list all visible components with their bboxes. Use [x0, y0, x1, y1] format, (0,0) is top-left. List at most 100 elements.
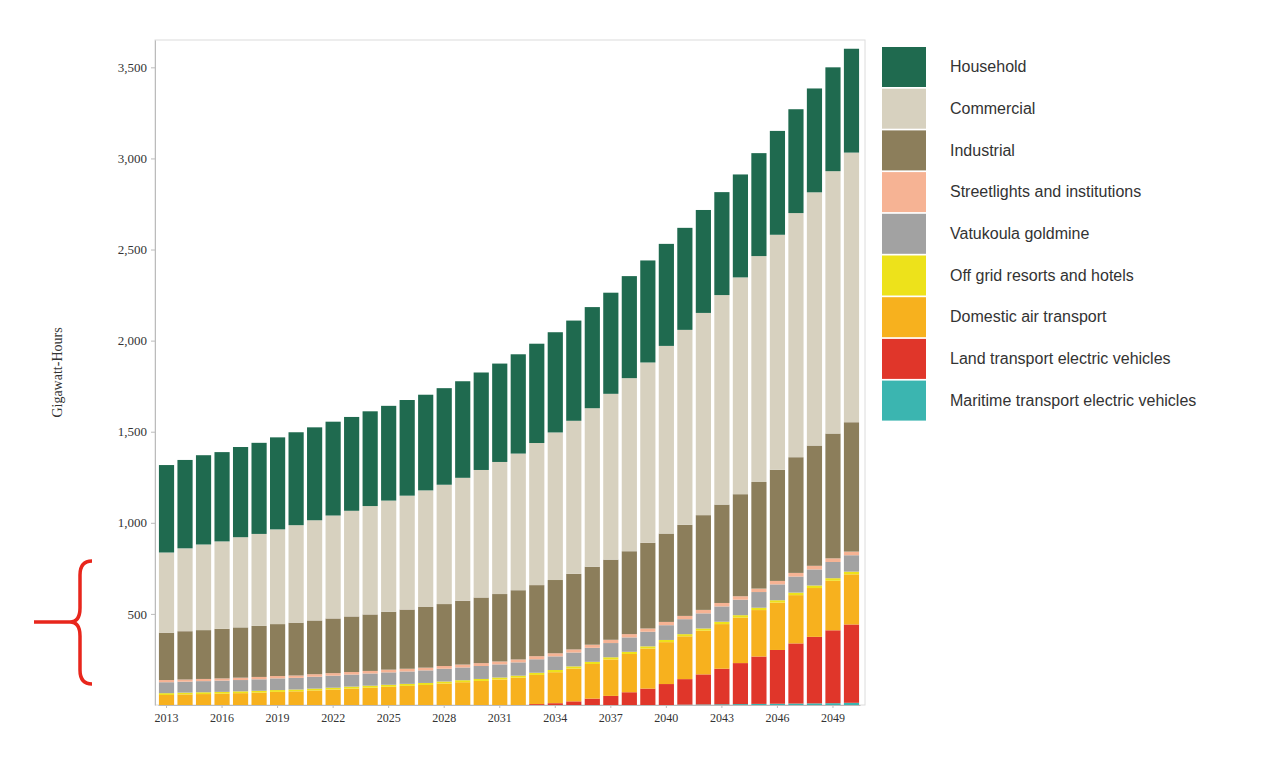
bar-segment: [381, 501, 396, 612]
bar-segment: [788, 109, 803, 213]
bar-segment: [344, 689, 359, 705]
bar-segment: [788, 573, 803, 577]
bar-segment: [696, 610, 711, 613]
bar-segment: [788, 457, 803, 573]
bar-segment: [529, 659, 544, 672]
tick-label: 2022: [321, 711, 345, 725]
bar-segment: [844, 574, 859, 624]
tick-label: 2034: [543, 711, 567, 725]
tick-mark: [151, 614, 155, 615]
bar-segment: [400, 686, 415, 705]
bar-segment: [788, 643, 803, 703]
bar-segment: [455, 478, 470, 601]
bar-segment: [807, 588, 822, 637]
bar-segment: [733, 174, 748, 277]
tick: 2016: [210, 705, 234, 725]
bar-segment: [289, 623, 304, 676]
bar-segment: [177, 631, 192, 679]
bar-segment: [177, 460, 192, 548]
bar-segment: [807, 88, 822, 192]
bar-segment: [622, 551, 637, 634]
legend-swatch: [882, 47, 926, 87]
bar-segment: [529, 585, 544, 656]
bar-segment: [418, 685, 433, 705]
bar-segment: [492, 664, 507, 677]
bar-segment: [640, 632, 655, 647]
bar-segment: [659, 346, 674, 534]
bar-segment: [196, 630, 211, 679]
bar-segment: [696, 628, 711, 630]
bar-segment: [603, 560, 618, 640]
bar-segment: [400, 496, 415, 610]
bar-segment: [659, 625, 674, 640]
tick-label: 2043: [710, 711, 734, 725]
bar-segment: [548, 580, 563, 653]
bar-segment: [566, 574, 581, 650]
legend-swatch: [882, 130, 926, 170]
tick: 2019: [266, 705, 290, 725]
bar-segment: [733, 615, 748, 617]
bar-segment: [196, 681, 211, 692]
bar-segment: [548, 653, 563, 656]
bar-segment: [363, 506, 378, 614]
bar-segment: [548, 332, 563, 432]
bar-segment: [177, 548, 192, 631]
x-axis: 2013201620192022202520282031203420372040…: [155, 705, 861, 725]
tick-mark: [499, 705, 500, 708]
bar-segment: [566, 666, 581, 668]
bar-segment: [381, 685, 396, 687]
bar-segment: [437, 604, 452, 666]
legend-item: Vatukoula goldmine: [882, 214, 1089, 254]
bar-segment: [455, 665, 470, 668]
bar-segment: [566, 421, 581, 574]
bar-segment: [418, 607, 433, 668]
bar-segment: [326, 688, 341, 690]
bar-segment: [437, 485, 452, 604]
bar-segment: [363, 688, 378, 705]
bar-segment: [714, 669, 729, 705]
bar-segment: [251, 691, 266, 693]
bar-segment: [566, 669, 581, 702]
bar-segment: [233, 678, 248, 680]
tick-mark: [333, 705, 334, 708]
bar-segment: [418, 668, 433, 671]
bar-segment: [511, 662, 526, 675]
bar-segment: [751, 589, 766, 592]
bar-segment: [825, 581, 840, 631]
bar-segment: [474, 666, 489, 679]
bar-segment: [825, 171, 840, 433]
bar-segment: [289, 690, 304, 692]
bar-segment: [677, 228, 692, 330]
tick-mark: [151, 432, 155, 433]
bar-segment: [214, 541, 229, 628]
bar-segment: [640, 543, 655, 629]
bar-segment: [270, 690, 285, 692]
bar-segment: [529, 656, 544, 659]
legend: HouseholdCommercialIndustrialStreetlight…: [882, 47, 1196, 421]
bar-segment: [455, 667, 470, 680]
bar-segment: [825, 562, 840, 578]
bar-segment: [214, 452, 229, 541]
bar-segment: [474, 470, 489, 598]
tick: 500: [128, 607, 156, 622]
bar-segment: [511, 590, 526, 659]
bar-segment: [270, 676, 285, 678]
legend-swatch: [882, 339, 926, 379]
legend-label: Streetlights and institutions: [950, 183, 1141, 200]
bar-segment: [733, 596, 748, 599]
bar-segment: [770, 581, 785, 584]
bar-segment: [474, 598, 489, 664]
bar-segment: [474, 679, 489, 681]
tick: 3,000: [118, 151, 155, 166]
bar-segment: [603, 394, 618, 560]
bar-segment: [677, 619, 692, 634]
axis-title: Gigawatt-Hours: [50, 327, 65, 417]
bar-segment: [659, 244, 674, 346]
tick-mark: [388, 705, 389, 708]
bar-segment: [363, 411, 378, 506]
bar-segment: [511, 354, 526, 453]
bar-segment: [788, 593, 803, 596]
bar-segment: [492, 594, 507, 661]
bar-segment: [214, 692, 229, 694]
bar-segment: [770, 131, 785, 235]
